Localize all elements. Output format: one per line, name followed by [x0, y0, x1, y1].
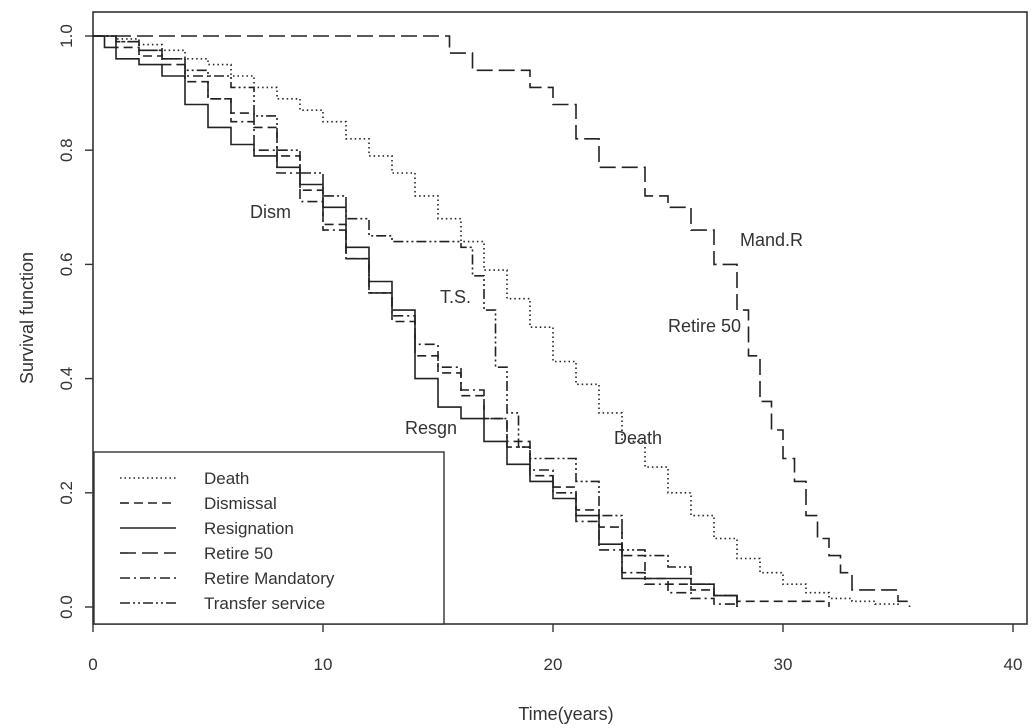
legend-label-transfer: Transfer service: [204, 594, 325, 613]
x-tick-label: 40: [1004, 655, 1023, 674]
legend-label-resignation: Resignation: [204, 519, 294, 538]
legend-label-retire50: Retire 50: [204, 544, 273, 563]
plot-frame: [92, 11, 1028, 625]
y-tick-label: 0.2: [57, 481, 76, 505]
y-tick-label: 0.0: [57, 595, 76, 619]
curve-label-resignation: Resgn: [405, 418, 457, 438]
axes: 0 10 20 30 40 0.0 0.2 0.4 0.6 0.8 1.0: [57, 24, 1022, 674]
curve-label-mandatory: Mand.R: [740, 230, 803, 250]
curve-label-death: Death: [614, 428, 662, 448]
y-tick-label: 1.0: [57, 24, 76, 48]
series-line-mandatory: [93, 35, 738, 607]
curve-label-retire50: Retire 50: [668, 316, 741, 336]
legend-box: [93, 451, 445, 625]
x-tick-label: 20: [544, 655, 563, 674]
series-line-transfer: [93, 35, 738, 607]
curve-label-transfer: T.S.: [440, 287, 471, 307]
curve-label-dismissal: Dism: [250, 202, 291, 222]
legend: Death Dismissal Resignation Retire 50 Retire…: [93, 451, 445, 625]
legend-label-dismissal: Dismissal: [204, 494, 277, 513]
legend-label-death: Death: [204, 469, 249, 488]
x-tick-label: 30: [774, 655, 793, 674]
x-axis-label: Time(years): [518, 704, 613, 724]
x-tick-label: 0: [88, 655, 97, 674]
legend-label-mandatory: Retire Mandatory: [204, 569, 335, 588]
y-tick-label: 0.6: [57, 253, 76, 277]
y-tick-label: 0.8: [57, 138, 76, 162]
series-line-retire50: [93, 35, 911, 607]
survival-curves: [93, 35, 911, 607]
x-tick-label: 10: [314, 655, 333, 674]
y-tick-label: 0.4: [57, 367, 76, 391]
series-line-resignation: [93, 35, 738, 607]
y-axis-label: Survival function: [17, 252, 37, 384]
series-line-death: [93, 35, 899, 606]
